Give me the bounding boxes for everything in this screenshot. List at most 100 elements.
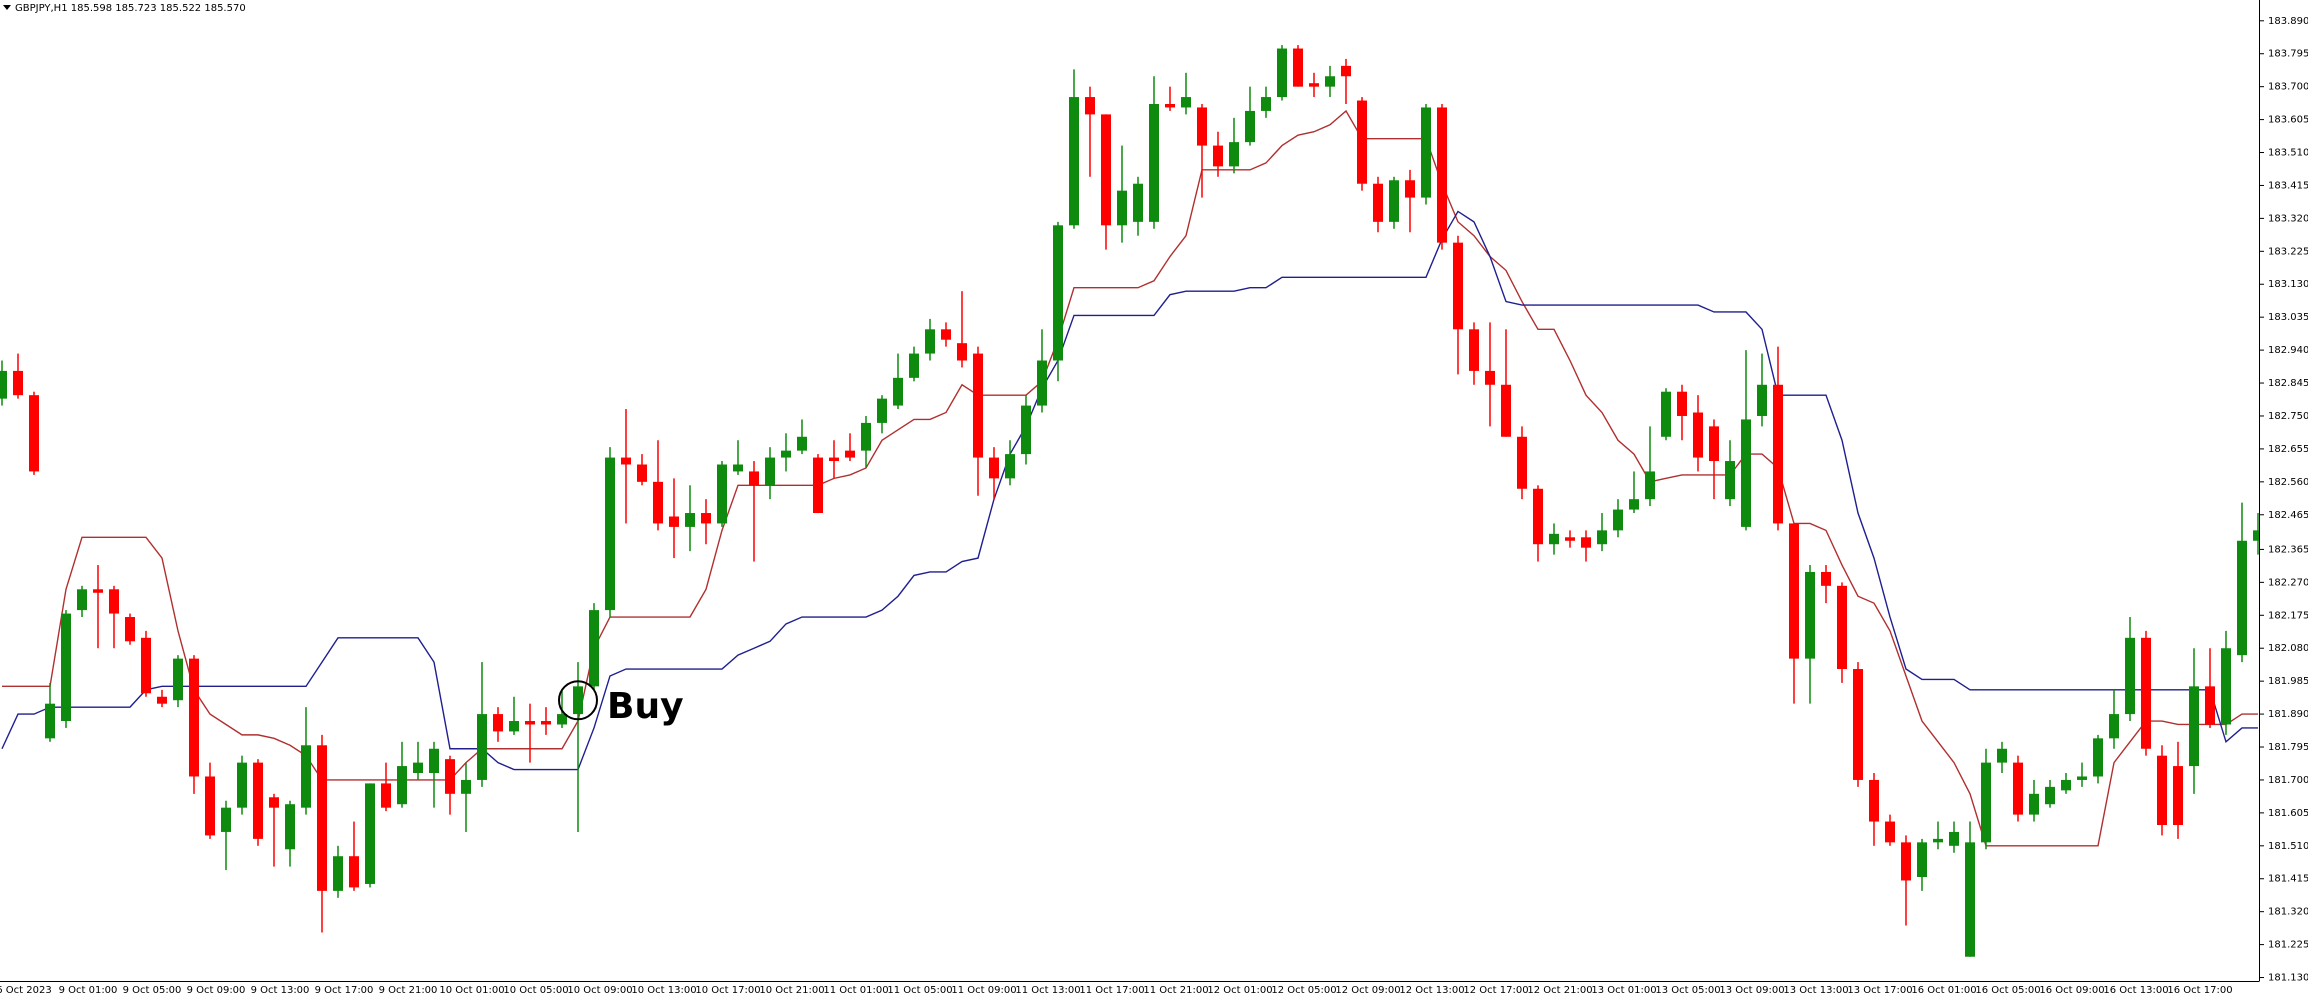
candle-body <box>765 457 775 486</box>
x-tick-label: 9 Oct 01:00 <box>59 985 118 996</box>
candle-body <box>861 422 871 451</box>
candle-body <box>1469 329 1479 371</box>
candle <box>2157 745 2167 836</box>
candle <box>525 703 535 763</box>
candle-body <box>2189 686 2199 767</box>
y-tick-label: 182.750 <box>2268 411 2308 422</box>
candle-body <box>141 637 151 694</box>
candle-body <box>1981 762 1991 843</box>
candle-body <box>1149 103 1159 222</box>
y-tick-label: 183.890 <box>2268 16 2308 27</box>
candle-body <box>989 457 999 479</box>
candle-body <box>205 776 215 836</box>
candle <box>2189 648 2199 794</box>
candle <box>1533 485 1543 562</box>
candle <box>1901 835 1911 926</box>
candle-body <box>1261 97 1271 111</box>
candle <box>669 478 679 559</box>
candle <box>1309 72 1319 98</box>
candle <box>701 499 711 545</box>
candle <box>925 318 935 361</box>
candle <box>221 800 231 871</box>
y-tick-label: 183.700 <box>2268 82 2308 93</box>
candle-body <box>669 516 679 527</box>
candle <box>1917 838 1927 891</box>
x-tick-label: 11 Oct 13:00 <box>1015 985 1080 996</box>
candle <box>1149 76 1159 229</box>
candle-body <box>653 481 663 524</box>
y-tick-label: 181.225 <box>2268 940 2308 951</box>
indicator-line <box>1 210 2258 771</box>
candle <box>1869 773 1879 846</box>
candle-body <box>1725 461 1735 500</box>
candle-body <box>829 457 839 462</box>
x-tick-label: 10 Oct 01:00 <box>439 985 504 996</box>
candle <box>1341 58 1351 104</box>
candle <box>1357 97 1367 191</box>
candle <box>1421 103 1431 205</box>
candle-body <box>1677 391 1687 416</box>
candle-body <box>173 658 183 701</box>
x-tick-label: 13 Oct 09:00 <box>1719 985 1784 996</box>
candle-body <box>1693 412 1703 458</box>
candle-body <box>189 658 199 777</box>
menu-arrow[interactable] <box>3 5 11 10</box>
candle <box>909 346 919 382</box>
candle-body <box>1229 142 1239 167</box>
candle <box>2077 762 2087 787</box>
candle-body <box>1869 779 1879 822</box>
candle-body <box>45 703 55 739</box>
candle-body <box>781 450 791 458</box>
candle-body <box>253 762 263 839</box>
candle <box>621 409 631 524</box>
x-tick-label: 12 Oct 17:00 <box>1463 985 1528 996</box>
candle <box>653 440 663 531</box>
candle <box>429 741 439 808</box>
candle <box>1789 523 1799 704</box>
candle <box>0 360 7 406</box>
candle-body <box>1581 537 1591 548</box>
x-tick-label: 11 Oct 09:00 <box>951 985 1016 996</box>
candle-body <box>1325 76 1335 87</box>
candle <box>1037 329 1047 413</box>
candle <box>845 433 855 462</box>
candle <box>445 755 455 815</box>
candle <box>781 433 791 472</box>
candle-body <box>1117 190 1127 226</box>
candle-body <box>1949 831 1959 846</box>
candle <box>413 741 423 780</box>
candle <box>1325 65 1335 98</box>
signal-circle <box>558 680 598 721</box>
candle <box>1277 45 1287 101</box>
candle <box>877 395 887 434</box>
candle <box>1453 235 1463 375</box>
candle <box>301 707 311 815</box>
candle-body <box>941 329 951 340</box>
y-tick-label: 181.415 <box>2268 874 2308 885</box>
y-tick-label: 181.605 <box>2268 808 2308 819</box>
candle <box>829 440 839 479</box>
candle <box>1005 440 1015 486</box>
candle <box>1485 322 1495 427</box>
y-tick-label: 182.465 <box>2268 510 2308 521</box>
candle <box>493 707 503 742</box>
candle <box>1997 741 2007 774</box>
x-tick-label: 11 Oct 21:00 <box>1143 985 1208 996</box>
candle-body <box>973 353 983 458</box>
chart-title: GBPJPY,H1 185.598 185.723 185.522 185.57… <box>15 3 246 14</box>
candle <box>2253 513 2259 555</box>
candle <box>365 783 375 888</box>
candle-body <box>13 370 23 396</box>
candle-body <box>237 762 247 808</box>
candle-body <box>2157 755 2167 826</box>
candle <box>189 655 199 794</box>
x-tick-label: 13 Oct 13:00 <box>1783 985 1848 996</box>
candle-body <box>1821 571 1831 586</box>
candle-body <box>1933 838 1943 843</box>
candle <box>1053 221 1063 382</box>
candle-body <box>2253 530 2259 541</box>
candle <box>1757 353 1767 427</box>
candle-body <box>1645 471 1655 500</box>
candle-body <box>1165 103 1175 108</box>
candle <box>1677 384 1687 441</box>
